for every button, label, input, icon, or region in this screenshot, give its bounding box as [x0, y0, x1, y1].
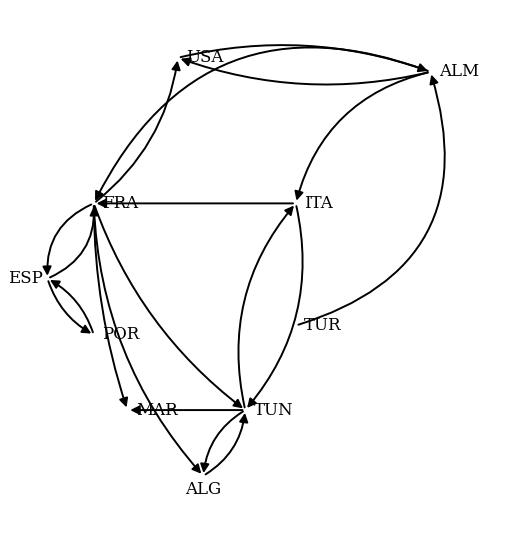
Text: MAR: MAR [136, 402, 178, 419]
Text: TUR: TUR [304, 317, 342, 334]
Text: POR: POR [102, 326, 139, 343]
Text: TUN: TUN [254, 402, 293, 419]
Text: FRA: FRA [102, 195, 138, 212]
Text: ITA: ITA [304, 195, 333, 212]
Text: ESP: ESP [8, 270, 43, 287]
Text: ALG: ALG [185, 482, 221, 498]
Text: ALM: ALM [439, 64, 479, 80]
Text: USA: USA [186, 49, 224, 66]
